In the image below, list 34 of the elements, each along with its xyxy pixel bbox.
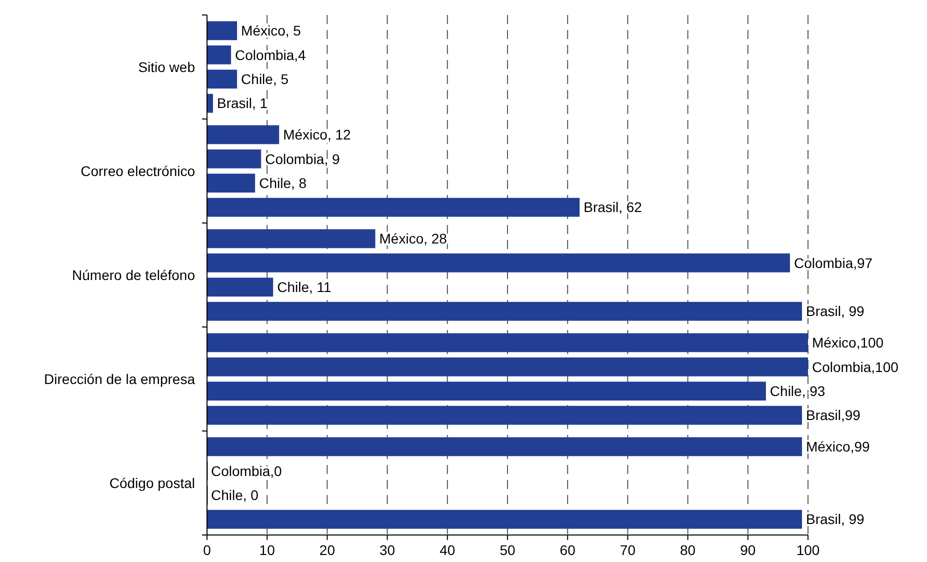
data-label: Brasil,99 <box>806 407 861 424</box>
data-label: México,99 <box>806 438 870 455</box>
x-tick-label: 70 <box>620 542 636 558</box>
data-label: México, 12 <box>283 126 352 143</box>
data-label: Brasil, 99 <box>806 511 865 528</box>
x-tick-label: 90 <box>740 542 756 558</box>
x-tick-label: 20 <box>319 542 336 558</box>
data-label: Colombia,100 <box>812 358 899 375</box>
y-tick-label: Número de teléfono <box>72 266 196 283</box>
y-tick-label: Correo electrónico <box>80 162 196 179</box>
x-tick-label: 80 <box>680 542 696 558</box>
data-label: Chile, 0 <box>211 487 259 504</box>
data-label: Colombia,0 <box>211 462 282 479</box>
x-tick-label: 10 <box>259 542 276 558</box>
x-tick-label: 30 <box>380 542 396 558</box>
data-label: Brasil, 1 <box>217 95 268 112</box>
data-label: Chile, 93 <box>770 383 826 400</box>
x-tick-label: 50 <box>500 542 516 558</box>
y-tick-label: Sitio web <box>138 58 196 75</box>
data-label: Brasil, 62 <box>584 199 642 216</box>
y-tick-label: Código postal <box>109 474 195 491</box>
data-label: México,100 <box>812 334 884 351</box>
data-label: Colombia,4 <box>235 46 306 63</box>
x-tick-label: 40 <box>440 542 456 558</box>
data-label: Brasil, 99 <box>806 303 865 320</box>
x-tick-label: 60 <box>560 542 576 558</box>
data-label: Colombia,97 <box>794 254 873 271</box>
x-tick-label: 0 <box>203 542 212 558</box>
x-tick-label: 100 <box>796 542 820 558</box>
data-label: México, 28 <box>379 230 448 247</box>
data-label: Colombia, 9 <box>265 150 340 167</box>
y-tick-label: Dirección de la empresa <box>44 370 196 387</box>
data-label: México, 5 <box>241 22 302 39</box>
data-label: Chile, 11 <box>277 279 332 296</box>
